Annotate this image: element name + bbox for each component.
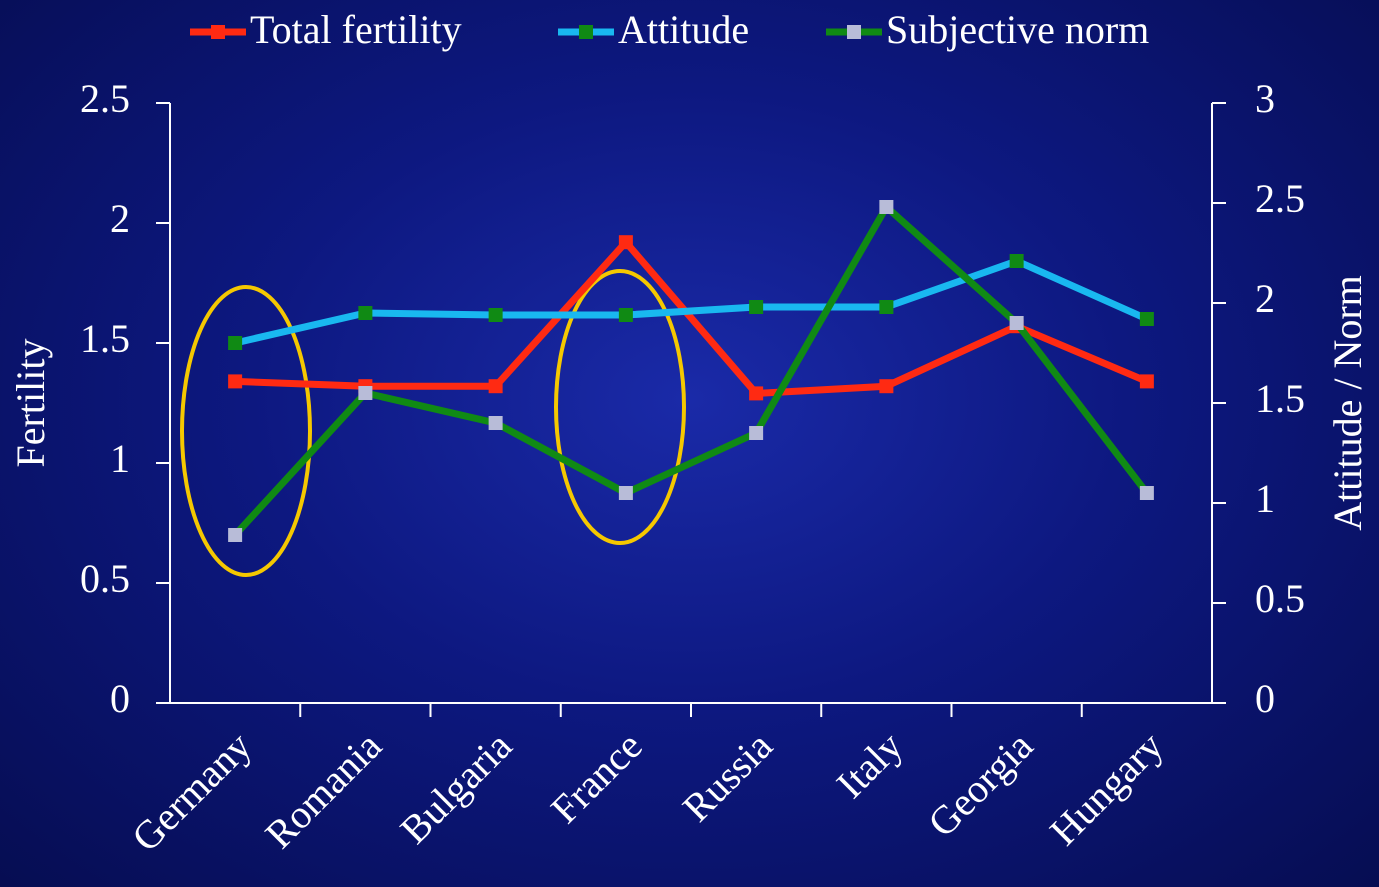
y-tick-label: 0	[110, 676, 130, 721]
y2-tick-label: 2	[1255, 276, 1275, 321]
x-tick-label: Georgia	[919, 723, 1042, 846]
highlight-ellipse	[554, 269, 686, 545]
y2-tick-label: 0	[1255, 676, 1275, 721]
y2-axis-label: Attitude / Norm	[1325, 275, 1370, 531]
y2-tick-label: 1.5	[1255, 376, 1305, 421]
series-marker	[749, 300, 764, 314]
series-marker	[618, 235, 633, 250]
series-marker	[618, 308, 633, 322]
legend-label: Subjective norm	[886, 7, 1149, 52]
series-marker	[228, 336, 243, 350]
series-line	[234, 238, 1149, 397]
y2-tick-label: 2.5	[1255, 176, 1305, 221]
series-marker	[228, 374, 243, 389]
legend-label: Attitude	[618, 7, 749, 52]
y-axis-label: Fertility	[8, 339, 53, 468]
y2-tick-label: 3	[1255, 76, 1275, 121]
series-marker	[749, 386, 764, 401]
legend-marker	[847, 25, 861, 39]
x-tick-label: Romania	[256, 723, 390, 857]
y-tick-label: 1.5	[80, 316, 130, 361]
series-marker	[488, 379, 503, 394]
legend-label: Total fertility	[250, 7, 462, 52]
series-marker	[1009, 254, 1024, 268]
legend-marker	[579, 25, 593, 39]
series-marker	[879, 379, 894, 394]
x-tick-label: Italy	[828, 723, 912, 807]
series-marker	[749, 426, 764, 440]
series-line	[234, 257, 1149, 347]
x-tick-label: Hungary	[1041, 723, 1172, 854]
y-tick-label: 2.5	[80, 76, 130, 121]
series-marker	[1139, 312, 1154, 326]
y-tick-label: 1	[110, 436, 130, 481]
x-tick-label: Germany	[123, 723, 260, 860]
series-marker	[358, 386, 373, 400]
series-marker	[1139, 374, 1154, 389]
highlight-ellipse	[180, 285, 312, 577]
series-marker	[879, 300, 894, 314]
x-tick-label: France	[542, 723, 651, 832]
y-tick-label: 2	[110, 196, 130, 241]
legend-marker	[211, 25, 225, 39]
series-marker	[228, 528, 243, 542]
series-line	[232, 203, 1150, 538]
series-marker	[358, 306, 373, 320]
series-marker	[488, 416, 503, 430]
x-tick-label: Russia	[674, 723, 781, 830]
series-marker	[618, 486, 633, 500]
series-marker	[1139, 486, 1154, 500]
series-marker	[1009, 316, 1024, 330]
y2-tick-label: 0.5	[1255, 576, 1305, 621]
y-tick-label: 0.5	[80, 556, 130, 601]
series-marker	[879, 200, 894, 214]
series-marker	[488, 308, 503, 322]
y2-tick-label: 1	[1255, 476, 1275, 521]
x-tick-label: Bulgaria	[391, 723, 520, 852]
